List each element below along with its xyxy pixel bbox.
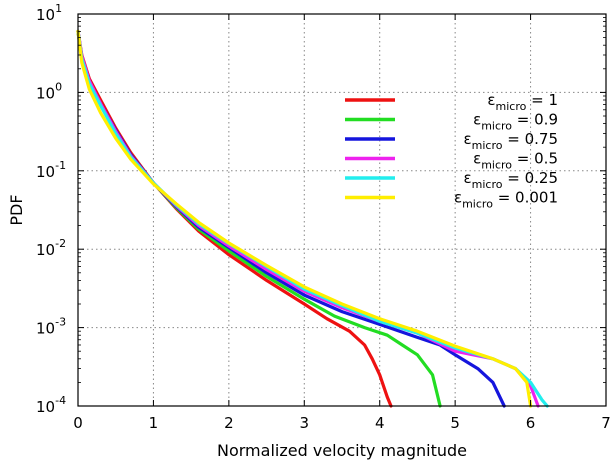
y-tick-exponent: -3 [55,316,66,329]
legend-value: 0.9 [534,111,558,129]
y-tick-base: 10 [36,241,55,259]
legend-entry-0: εmicro = 1 [487,91,558,113]
y-tick-label: 101 [36,2,62,24]
legend-subscript: micro [472,139,503,152]
legend-equals: = [526,91,548,109]
y-tick-base: 10 [36,84,55,102]
y-tick-label: 10-2 [36,237,66,259]
legend-equals: = [493,189,515,207]
y-tick-base: 10 [36,398,55,416]
legend-symbol: ε [464,130,472,148]
legend-symbol: ε [473,111,481,129]
y-tick-base: 10 [36,6,55,24]
legend-symbol: ε [487,91,495,109]
y-tick-exponent: -1 [55,159,66,172]
x-tick-label: 5 [450,414,460,432]
legend-entry-1: εmicro = 0.9 [473,111,558,133]
legend-value: 0.5 [534,150,558,168]
y-tick-exponent: -2 [55,237,66,250]
legend-value: 0.001 [515,189,558,207]
y-tick-label: 10-4 [36,394,66,416]
legend-equals: = [502,130,524,148]
legend-subscript: micro [496,100,527,113]
x-tick-label: 7 [601,414,610,432]
legend-equals: = [512,111,534,129]
legend-equals: = [502,169,524,187]
legend-value: 1 [548,91,558,109]
grid-lines [78,14,606,406]
x-tick-label: 3 [300,414,310,432]
series-line-5 [76,29,533,408]
legend-symbol: ε [454,189,462,207]
y-tick-exponent: 1 [55,2,62,15]
x-tick-label: 2 [224,414,234,432]
y-tick-label: 10-3 [36,316,66,338]
legend-equals: = [512,150,534,168]
data-series [76,29,549,408]
legend-symbol: ε [464,169,472,187]
legend-entry-4: εmicro = 0.25 [464,169,558,191]
y-tick-base: 10 [36,320,55,338]
x-tick-label: 0 [73,414,83,432]
y-tick-exponent: -4 [55,394,66,407]
series-line-0 [76,29,393,408]
legend-subscript: micro [462,198,493,211]
x-tick-label: 1 [149,414,159,432]
legend-symbol: ε [473,150,481,168]
series-line-4 [76,29,549,408]
x-tick-label: 4 [375,414,385,432]
legend-entry-3: εmicro = 0.5 [473,150,558,172]
legend-subscript: micro [472,178,503,191]
x-axis-label: Normalized velocity magnitude [217,441,467,460]
series-line-2 [76,29,506,408]
legend-subscript: micro [481,120,512,133]
plot-area-frame [77,13,607,407]
y-axis-label: PDF [7,194,26,225]
legend-value: 0.25 [525,169,558,187]
y-tick-label: 10-1 [36,159,66,181]
series-line-1 [76,29,442,408]
legend-value: 0.75 [525,130,558,148]
legend-entry-2: εmicro = 0.75 [464,130,558,152]
x-tick-label: 6 [526,414,536,432]
y-tick-base: 10 [36,163,55,181]
x-axis-ticks: 0 1 2 3 4 5 6 7 [73,14,610,432]
y-tick-label: 100 [36,80,62,102]
y-tick-exponent: 0 [55,80,62,93]
legend-entry-5: εmicro = 0.001 [454,189,558,211]
legend-subscript: micro [481,159,512,172]
